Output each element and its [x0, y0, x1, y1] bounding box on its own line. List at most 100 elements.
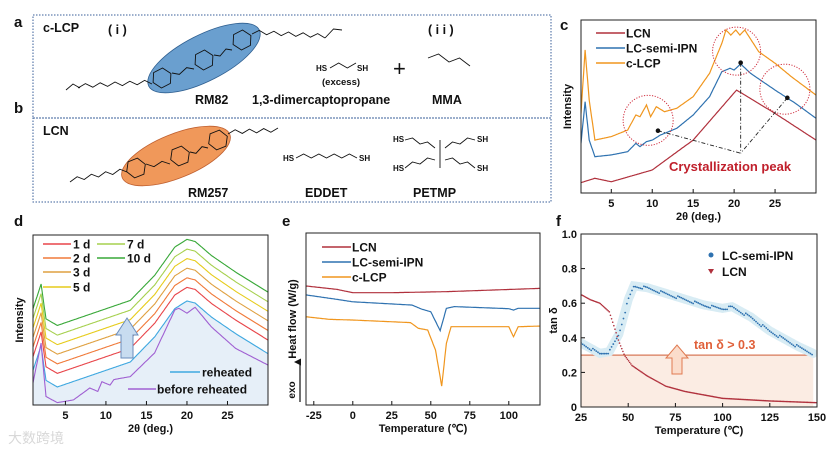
data-point-lcn: [643, 373, 646, 375]
legend-label: reheated: [202, 366, 252, 380]
series-line-before-reheated: [33, 306, 268, 404]
panel-label-e: e: [282, 213, 290, 230]
data-point-lcn: [605, 307, 607, 310]
alkyl-chain: [171, 67, 195, 75]
data-point-lc-semi-ipn: [731, 305, 734, 308]
data-point-lc-semi-ipn: [755, 320, 757, 323]
data-point-lcn: [794, 401, 796, 403]
data-point-lc-semi-ipn: [756, 322, 759, 325]
data-point-lc-semi-ipn: [653, 289, 655, 292]
data-point-lc-semi-ipn: [695, 301, 698, 304]
data-point-lc-semi-ipn: [761, 323, 764, 326]
data-point-lcn: [773, 400, 776, 402]
data-point-lc-semi-ipn: [608, 348, 611, 351]
legend-label: LC-semi-IPN: [352, 256, 423, 270]
data-point-lc-semi-ipn: [777, 336, 780, 339]
series-line-1-d: [33, 286, 268, 375]
alkyl-chain: [444, 157, 476, 169]
data-point-lcn: [792, 400, 794, 403]
data-point-lc-semi-ipn: [750, 316, 752, 318]
data-point-lcn: [801, 401, 803, 403]
data-point-lc-semi-ipn: [802, 348, 805, 351]
peak-marker: [738, 60, 743, 66]
series-line-5-d: [33, 258, 268, 346]
data-point-lc-semi-ipn: [670, 294, 672, 297]
data-point-lcn: [636, 368, 639, 371]
data-point-lcn: [797, 401, 800, 403]
data-point-lc-semi-ipn: [782, 337, 785, 339]
data-point-lc-semi-ipn: [734, 308, 737, 310]
series-line-c-LCP: [306, 316, 540, 387]
legend-label: 7 d: [127, 238, 144, 252]
data-point-lcn: [752, 399, 754, 401]
data-point-lc-semi-ipn: [743, 314, 746, 317]
plot-area: [306, 285, 540, 387]
x-tick-label: 50: [622, 412, 634, 424]
watermark: 大数跨境: [8, 431, 64, 447]
data-point-lcn: [747, 398, 750, 401]
data-point-lc-semi-ipn: [772, 332, 774, 335]
data-point-lcn: [738, 398, 741, 401]
panel-b-structures: LCN HS SH HS HS SH SH RM257 EDDET PETMP: [43, 124, 488, 200]
data-point-lcn: [634, 367, 637, 369]
data-point-lc-semi-ipn: [741, 312, 744, 315]
part-ii-label: ( i i ): [428, 23, 454, 37]
legend-label: LCN: [626, 27, 651, 41]
data-point-lcn: [637, 369, 640, 371]
legend-label: LCN: [722, 265, 747, 279]
data-point-lc-semi-ipn: [639, 287, 642, 290]
up-arrow-icon: [115, 317, 139, 359]
data-point-lc-semi-ipn: [806, 350, 808, 353]
x-tick-label: 75: [669, 412, 681, 424]
data-point-lcn: [776, 400, 778, 403]
data-point-lcn: [627, 360, 630, 362]
data-point-lcn: [814, 401, 817, 404]
benzene-ring-icon: [170, 145, 190, 167]
data-point-lcn: [767, 400, 769, 402]
data-point-lcn: [642, 372, 645, 375]
series-line-c-LCP: [581, 28, 816, 141]
data-point-lcn: [789, 400, 792, 403]
compound-petmp: PETMP: [413, 186, 456, 200]
data-point-lcn: [764, 399, 767, 402]
data-point-lc-semi-ipn: [583, 344, 586, 347]
plot-area: [581, 281, 817, 407]
data-point-lcn: [726, 397, 728, 400]
data-point-lcn: [624, 355, 626, 357]
data-point-lc-semi-ipn: [809, 352, 812, 355]
x-tick-label: 100: [500, 410, 518, 422]
data-point-lc-semi-ipn: [671, 295, 674, 298]
data-point-lc-semi-ipn: [658, 292, 661, 295]
data-point-lcn: [811, 401, 813, 404]
data-point-lc-semi-ipn: [780, 335, 783, 338]
legend-label: 5 d: [73, 281, 90, 295]
data-point-lc-semi-ipn: [612, 343, 615, 345]
mesogen-highlight-rm82: [147, 22, 261, 94]
data-point-lcn: [813, 401, 816, 404]
data-point-lc-semi-ipn: [656, 291, 659, 294]
data-point-lcn: [623, 353, 625, 355]
axes-frame: [305, 232, 541, 406]
data-point-lcn: [751, 399, 753, 401]
data-point-lcn: [607, 310, 609, 312]
data-point-lcn: [615, 331, 617, 334]
alkyl-chain: [145, 160, 171, 168]
legend-label: c-LCP: [626, 57, 661, 71]
data-point-lcn: [721, 397, 724, 400]
data-point-lcn: [741, 398, 743, 401]
peak-circle: [712, 26, 762, 76]
data-point-lcn: [628, 361, 631, 364]
x-tick-label: 5: [62, 410, 68, 422]
panel-a-structures: c-LCP ( i ) ( i i ) HS SH (excess) + RM8…: [43, 21, 471, 107]
series-line-reheated: [33, 300, 268, 388]
data-point-lcn: [602, 305, 605, 308]
data-point-lc-semi-ipn: [760, 325, 763, 328]
alkyl-chain: [295, 153, 358, 159]
data-point-lc-semi-ipn: [794, 345, 796, 348]
data-point-lc-semi-ipn: [699, 302, 701, 305]
alkyl-chain: [404, 137, 436, 149]
benzene-ring-icon: [152, 67, 172, 89]
sh-label-petmp-1: SH: [477, 135, 488, 144]
series-line-LC-semi-IPN: [581, 63, 816, 158]
data-point-lc-semi-ipn: [585, 345, 587, 348]
